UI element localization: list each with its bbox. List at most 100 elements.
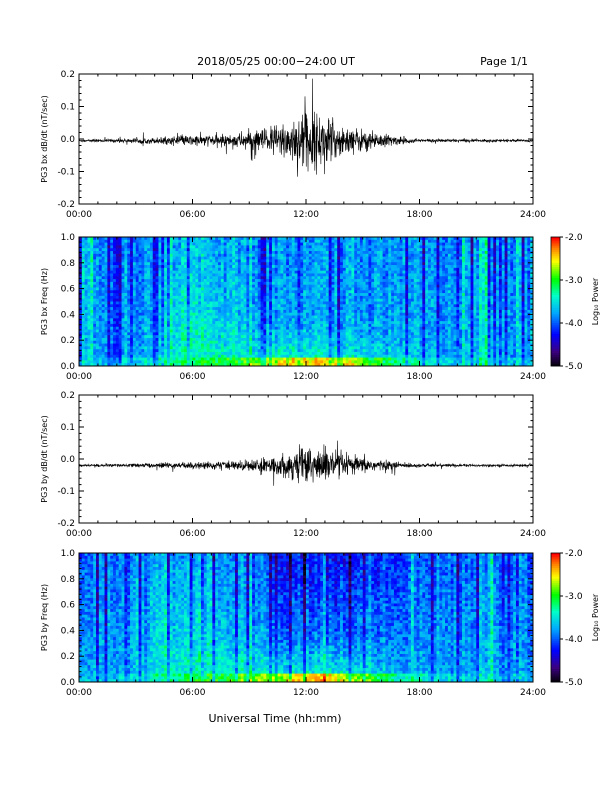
heatmap-cell [266, 259, 269, 262]
heatmap-cell [309, 293, 312, 296]
heatmap-cell [309, 352, 312, 355]
heatmap-cell [349, 332, 352, 335]
heatmap-cell [227, 355, 230, 358]
heatmap-cell [241, 352, 244, 355]
heatmap-cell [204, 257, 207, 260]
heatmap-cell [175, 355, 178, 358]
heatmap-cell [309, 349, 312, 352]
heatmap-cell [340, 335, 343, 338]
heatmap-cell [175, 304, 178, 307]
heatmap-cell [116, 304, 119, 307]
heatmap-cell [275, 276, 278, 279]
heatmap-cell [198, 360, 201, 363]
heatmap-cell [96, 257, 99, 260]
heatmap-cell [374, 276, 377, 279]
heatmap-cell [212, 251, 215, 254]
heatmap-cell [167, 324, 170, 327]
heatmap-cell [283, 310, 286, 313]
heatmap-cell [144, 352, 147, 355]
heatmap-cell [113, 287, 116, 290]
heatmap-cell [147, 346, 150, 349]
heatmap-cell [224, 240, 227, 243]
heatmap-cell [289, 302, 292, 305]
heatmap-cell [99, 251, 102, 254]
heatmap-cell [130, 245, 133, 248]
heatmap-cell [377, 352, 380, 355]
heatmap-cell [309, 332, 312, 335]
heatmap-cell [263, 293, 266, 296]
heatmap-cell [210, 259, 213, 262]
heatmap-cell [337, 349, 340, 352]
heatmap-cell [210, 307, 213, 310]
heatmap-cell [130, 285, 133, 288]
heatmap-cell [246, 332, 249, 335]
heatmap-cell [320, 271, 323, 274]
heatmap-cell [261, 245, 264, 248]
heatmap-cell [349, 287, 352, 290]
heatmap-cell [340, 262, 343, 265]
heatmap-cell [190, 302, 193, 305]
heatmap-cell [286, 268, 289, 271]
heatmap-cell [357, 341, 360, 344]
heatmap-cell [371, 290, 374, 293]
heatmap-cell [261, 299, 264, 302]
heatmap-cell [119, 257, 122, 260]
heatmap-cell [110, 254, 113, 257]
heatmap-cell [241, 344, 244, 347]
heatmap-cell [246, 344, 249, 347]
heatmap-cell [272, 316, 275, 319]
heatmap-cell [357, 296, 360, 299]
heatmap-cell [229, 254, 232, 257]
heatmap-cell [272, 327, 275, 330]
heatmap-cell [334, 287, 337, 290]
heatmap-cell [99, 332, 102, 335]
heatmap-cell [351, 349, 354, 352]
heatmap-cell [261, 330, 264, 333]
heatmap-cell [105, 279, 108, 282]
heatmap-cell [357, 335, 360, 338]
heatmap-cell [227, 273, 230, 276]
heatmap-cell [332, 324, 335, 327]
heatmap-cell [110, 273, 113, 276]
heatmap-cell [258, 282, 261, 285]
heatmap-cell [198, 355, 201, 358]
heatmap-cell [88, 254, 91, 257]
heatmap-cell [292, 302, 295, 305]
heatmap-cell [351, 346, 354, 349]
heatmap-cell [371, 360, 374, 363]
heatmap-cell [300, 338, 303, 341]
heatmap-cell [346, 287, 349, 290]
heatmap-cell [181, 282, 184, 285]
heatmap-cell [116, 254, 119, 257]
heatmap-cell [241, 338, 244, 341]
heatmap-cell [332, 276, 335, 279]
heatmap-cell [184, 360, 187, 363]
heatmap-cell [263, 307, 266, 310]
heatmap-cell [263, 338, 266, 341]
heatmap-cell [329, 243, 332, 246]
heatmap-cell [90, 268, 93, 271]
heatmap-cell [332, 310, 335, 313]
heatmap-cell [280, 338, 283, 341]
heatmap-cell [124, 346, 127, 349]
heatmap-cell [224, 296, 227, 299]
heatmap-cell [312, 268, 315, 271]
heatmap-cell [96, 346, 99, 349]
heatmap-cell [105, 262, 108, 265]
heatmap-cell [110, 262, 113, 265]
heatmap-cell [224, 279, 227, 282]
heatmap-cell [201, 279, 204, 282]
heatmap-cell [354, 335, 357, 338]
heatmap-cell [258, 273, 261, 276]
heatmap-cell [246, 282, 249, 285]
heatmap-cell [110, 265, 113, 268]
heatmap-cell [323, 279, 326, 282]
heatmap-cell [93, 316, 96, 319]
heatmap-cell [195, 243, 198, 246]
heatmap-cell [229, 296, 232, 299]
heatmap-cell [215, 254, 218, 257]
heatmap-cell [99, 282, 102, 285]
heatmap-cell [317, 349, 320, 352]
heatmap-cell [244, 279, 247, 282]
heatmap-cell [127, 307, 130, 310]
